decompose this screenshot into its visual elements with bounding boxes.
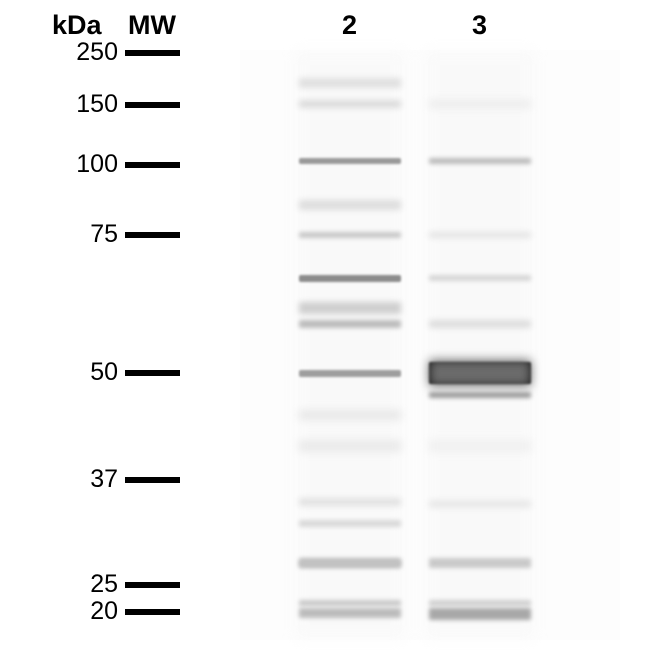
western-blot-figure: kDa MW 2 3 250 150 100 75 50 37 2520 [0,0,650,650]
mw-tick-20 [125,609,180,615]
lane2-header: 2 [342,10,357,41]
mw-tick-250 [125,50,180,56]
lane-2-band-2 [299,158,401,164]
lane-2-band-11 [299,498,401,506]
lane-2-band-4 [299,232,401,238]
lane-3-band-12 [429,608,531,620]
mw-tick-50 [125,370,180,376]
lane-3-wash [425,50,535,640]
mw-label-37: 37 [90,465,118,494]
mw-label-20: 20 [90,597,118,626]
mw-tick-37 [125,477,180,483]
mw-header: MW [128,10,176,41]
lane-3-band-3 [429,275,531,281]
lane-2-band-6 [299,302,401,314]
mw-label-250: 250 [76,38,118,67]
mw-tick-100 [125,162,180,168]
lane-2-band-3 [299,200,401,210]
lane-2-band-15 [299,600,401,606]
lane-3-band-11 [429,600,531,606]
lane-3-band-0 [429,100,531,108]
lane-2-band-1 [299,100,401,108]
kda-header: kDa [52,10,102,41]
mw-label-25: 25 [90,570,118,599]
lane-3-band-10 [429,558,531,568]
lane-2-wash [295,50,405,640]
mw-label-150: 150 [76,90,118,119]
lane3-header: 3 [472,10,487,41]
mw-label-100: 100 [76,150,118,179]
lane-3-band-4 [429,320,531,328]
lane-3-band-2 [429,232,531,238]
lane-2-band-0 [299,78,401,88]
lane-3-band-1 [429,158,531,164]
lane-3-band-9 [429,500,531,508]
lane-2-band-10 [299,440,401,452]
lane-2-band-9 [299,410,401,420]
mw-tick-25 [125,582,180,588]
lane-2-band-8 [299,370,401,377]
mw-tick-150 [125,102,180,108]
lane-2-band-14 [299,558,401,568]
lane-2-band-12 [299,520,401,527]
mw-tick-75 [125,232,180,238]
lane-2-band-7 [299,320,401,328]
mw-label-50: 50 [90,358,118,387]
lane-3-band-8 [429,440,531,452]
lane-3-band-7 [429,392,531,398]
lane-2-band-5 [299,275,401,282]
lane-2-band-16 [299,608,401,618]
mw-label-75: 75 [90,220,118,249]
lane-3-band-6 [429,360,531,386]
